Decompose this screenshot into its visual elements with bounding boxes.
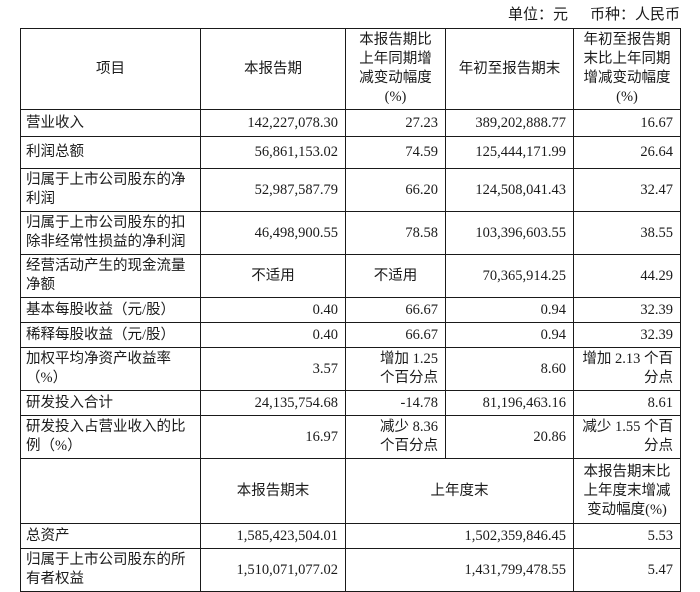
item-label: 研发投入占营业收入的比 例（%） <box>20 415 201 459</box>
period-end-value: 1,510,071,077.02 <box>200 548 346 592</box>
unit-label: 单位：元 <box>507 7 568 23</box>
table-row-rd-ratio: 研发投入占营业收入的比 例（%） 16.97 减少 8.36 个百分点 20.8… <box>20 415 681 459</box>
period-end-value: 1,585,423,504.01 <box>200 523 346 549</box>
current-period-value: 0.40 <box>200 297 346 323</box>
current-period-value: 不适用 <box>200 254 346 298</box>
period-change-value: 增加 1.25 个百分点 <box>345 347 446 391</box>
item-label: 稀释每股收益（元/股） <box>20 322 201 348</box>
table-row-rd-total: 研发投入合计 24,135,754.68 -14.78 81,196,463.1… <box>20 390 681 416</box>
table-row-total-profit: 利润总额 56,861,153.02 74.59 125,444,171.99 … <box>20 136 681 169</box>
prev-year-end-value: 1,502,359,846.45 <box>345 523 574 549</box>
period-change-value: -14.78 <box>345 390 446 416</box>
period-change-value: 66.67 <box>345 297 446 323</box>
col-header-ytd-change: 年初至报告期 末比上年同期 增减变动幅度 (%) <box>573 28 681 110</box>
col-header-ytd: 年初至报告期末 <box>445 28 574 110</box>
table-row-owners-equity: 归属于上市公司股东的所 有者权益 1,510,071,077.02 1,431,… <box>20 548 681 592</box>
period-end-change-value: 5.53 <box>573 523 681 549</box>
ytd-change-value: 32.39 <box>573 322 681 348</box>
period-change-value: 66.20 <box>345 168 446 212</box>
period-change-value: 减少 8.36 个百分点 <box>345 415 446 459</box>
period-header-row: 项目 本报告期 本报告期比 上年同期增 减变动幅度 (%) 年初至报告期末 年初… <box>20 28 681 110</box>
ytd-value: 20.86 <box>445 415 574 459</box>
current-period-value: 16.97 <box>200 415 346 459</box>
current-period-value: 46,498,900.55 <box>200 211 346 255</box>
item-label: 利润总额 <box>20 136 201 169</box>
ytd-change-value: 32.39 <box>573 297 681 323</box>
ytd-change-value: 26.64 <box>573 136 681 169</box>
unit-currency-line: 单位：元 币种：人民币 <box>20 5 680 25</box>
current-period-value: 52,987,587.79 <box>200 168 346 212</box>
item-label: 归属于上市公司股东的所 有者权益 <box>20 548 201 592</box>
ytd-value: 125,444,171.99 <box>445 136 574 169</box>
ytd-value: 81,196,463.16 <box>445 390 574 416</box>
period-change-value: 78.58 <box>345 211 446 255</box>
col-header-current-period: 本报告期 <box>200 28 346 110</box>
ytd-value: 124,508,041.43 <box>445 168 574 212</box>
col-header-item: 项目 <box>20 28 201 110</box>
table-row-basic-eps: 基本每股收益（元/股） 0.40 66.67 0.94 32.39 <box>20 297 681 323</box>
table-row-diluted-eps: 稀释每股收益（元/股） 0.40 66.67 0.94 32.39 <box>20 322 681 348</box>
table-row-revenue: 营业收入 142,227,078.30 27.23 389,202,888.77… <box>20 109 681 137</box>
item-label: 总资产 <box>20 523 201 549</box>
ytd-change-value: 8.61 <box>573 390 681 416</box>
col-header-period-end: 本报告期末 <box>200 458 346 524</box>
financial-summary-table: 项目 本报告期 本报告期比 上年同期增 减变动幅度 (%) 年初至报告期末 年初… <box>20 28 681 592</box>
table-row-total-assets: 总资产 1,585,423,504.01 1,502,359,846.45 5.… <box>20 523 681 549</box>
period-change-value: 27.23 <box>345 109 446 137</box>
ytd-value: 0.94 <box>445 297 574 323</box>
ytd-change-value: 16.67 <box>573 109 681 137</box>
ytd-change-value: 44.29 <box>573 254 681 298</box>
currency-label: 币种：人民币 <box>589 7 680 23</box>
ytd-value: 8.60 <box>445 347 574 391</box>
current-period-value: 142,227,078.30 <box>200 109 346 137</box>
item-label: 经营活动产生的现金流量 净额 <box>20 254 201 298</box>
ytd-value: 389,202,888.77 <box>445 109 574 137</box>
period-end-header-row: 本报告期末 上年度末 本报告期末比 上年度末增减 变动幅度(%) <box>20 458 681 524</box>
ytd-value: 70,365,914.25 <box>445 254 574 298</box>
period-change-value: 不适用 <box>345 254 446 298</box>
item-label: 营业收入 <box>20 109 201 137</box>
table-row-weighted-roe: 加权平均净资产收益率 （%） 3.57 增加 1.25 个百分点 8.60 增加… <box>20 347 681 391</box>
item-label: 基本每股收益（元/股） <box>20 297 201 323</box>
col-header-prev-year-end: 上年度末 <box>345 458 574 524</box>
ytd-value: 0.94 <box>445 322 574 348</box>
item-label: 归属于上市公司股东的扣 除非经常性损益的净利润 <box>20 211 201 255</box>
ytd-value: 103,396,603.55 <box>445 211 574 255</box>
col-header-period-change: 本报告期比 上年同期增 减变动幅度 (%) <box>345 28 446 110</box>
ytd-change-value: 38.55 <box>573 211 681 255</box>
table-row-net-profit-deducted: 归属于上市公司股东的扣 除非经常性损益的净利润 46,498,900.55 78… <box>20 211 681 255</box>
period-change-value: 66.67 <box>345 322 446 348</box>
item-label: 加权平均净资产收益率 （%） <box>20 347 201 391</box>
prev-year-end-value: 1,431,799,478.55 <box>345 548 574 592</box>
item-label: 归属于上市公司股东的净 利润 <box>20 168 201 212</box>
table-row-cash-flow: 经营活动产生的现金流量 净额 不适用 不适用 70,365,914.25 44.… <box>20 254 681 298</box>
col-header-period-end-change: 本报告期末比 上年度末增减 变动幅度(%) <box>573 458 681 524</box>
ytd-change-value: 减少 1.55 个百 分点 <box>573 415 681 459</box>
item-label: 研发投入合计 <box>20 390 201 416</box>
current-period-value: 3.57 <box>200 347 346 391</box>
ytd-change-value: 增加 2.13 个百 分点 <box>573 347 681 391</box>
table-row-net-profit: 归属于上市公司股东的净 利润 52,987,587.79 66.20 124,5… <box>20 168 681 212</box>
period-end-change-value: 5.47 <box>573 548 681 592</box>
empty-header-cell <box>20 458 201 524</box>
current-period-value: 24,135,754.68 <box>200 390 346 416</box>
period-change-value: 74.59 <box>345 136 446 169</box>
ytd-change-value: 32.47 <box>573 168 681 212</box>
current-period-value: 0.40 <box>200 322 346 348</box>
current-period-value: 56,861,153.02 <box>200 136 346 169</box>
